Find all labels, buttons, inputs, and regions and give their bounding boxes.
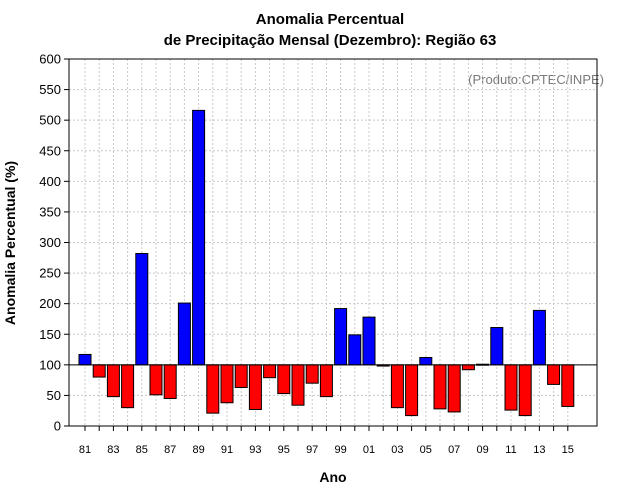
bar-negative — [248, 364, 262, 410]
bar-negative — [305, 364, 319, 384]
x-tick-label: 85 — [136, 444, 148, 456]
bar-negative — [518, 364, 532, 417]
y-tick-label: 400 — [39, 174, 61, 189]
y-tick-label: 550 — [39, 82, 61, 97]
x-tick-label: 07 — [448, 444, 460, 456]
bar-negative — [447, 364, 461, 413]
y-tick-label: 100 — [39, 357, 61, 372]
bars-layer — [78, 109, 575, 417]
bar-negative — [277, 364, 291, 395]
x-tick-label: 11 — [505, 444, 516, 456]
bar-positive — [177, 302, 191, 366]
bar-negative — [504, 364, 518, 411]
y-tick-label: 0 — [54, 419, 61, 434]
x-tick-label: 89 — [192, 444, 204, 456]
x-tick-label: 91 — [221, 444, 233, 456]
bar-negative — [106, 364, 120, 398]
bar-positive — [192, 109, 206, 366]
bar-positive — [419, 356, 433, 366]
grid-layer — [69, 58, 597, 427]
x-tick-label: 97 — [306, 444, 318, 456]
y-tick-label: 300 — [39, 235, 61, 250]
y-axis-label: Anomalia Percentual (%) — [2, 161, 18, 325]
bar-negative — [405, 364, 419, 417]
bar-positive — [362, 316, 376, 366]
bar-negative — [390, 364, 404, 409]
bar-negative — [92, 364, 106, 378]
y-tick-label: 600 — [39, 52, 61, 67]
x-tick-label: 93 — [249, 444, 261, 456]
chart-title-line1: Anomalia Percentual — [256, 11, 404, 28]
bar-positive — [78, 353, 92, 366]
bar-negative — [291, 364, 305, 406]
bar-positive — [348, 334, 362, 366]
y-tick-label: 500 — [39, 113, 61, 128]
bar-negative — [561, 364, 575, 407]
x-tick-label: 15 — [562, 444, 574, 456]
bar-negative — [263, 364, 277, 379]
x-tick-label: 13 — [533, 444, 545, 456]
bar-positive — [334, 308, 348, 366]
x-tick-label: 03 — [391, 444, 403, 456]
y-tick-label: 250 — [39, 266, 61, 281]
bar-negative — [234, 364, 248, 388]
x-tick-label: 81 — [79, 444, 91, 456]
y-tick-label: 350 — [39, 204, 61, 219]
bar-negative — [206, 364, 220, 414]
bar-negative — [220, 364, 234, 404]
x-tick-label: 09 — [476, 444, 488, 456]
chart-title-line2: de Precipitação Mensal (Dezembro): Regiã… — [164, 32, 497, 49]
x-tick-label: 95 — [278, 444, 290, 456]
bar-negative — [547, 364, 561, 385]
bar-negative — [461, 364, 475, 371]
bar-positive — [490, 327, 504, 366]
bar-negative — [433, 364, 447, 410]
y-tick-label: 450 — [39, 143, 61, 158]
bar-positive — [532, 309, 546, 366]
plot-frame — [68, 58, 598, 427]
y-tick-label: 200 — [39, 296, 61, 311]
bar-positive — [135, 253, 149, 366]
x-tick-label: 99 — [334, 444, 346, 456]
bar-negative — [319, 364, 333, 398]
source-annotation: (Produto:CPTEC/INPE) — [468, 72, 604, 87]
bar-negative — [163, 364, 177, 399]
x-tick-label: 83 — [107, 444, 119, 456]
bar-negative — [149, 364, 163, 396]
x-tick-label: 05 — [420, 444, 432, 456]
bar-negative — [121, 364, 135, 409]
x-axis-label: Ano — [319, 469, 346, 485]
y-tick-label: 150 — [39, 327, 61, 342]
x-tick-label: 01 — [363, 444, 375, 456]
x-tick-label: 87 — [164, 444, 176, 456]
y-tick-label: 50 — [47, 388, 61, 403]
